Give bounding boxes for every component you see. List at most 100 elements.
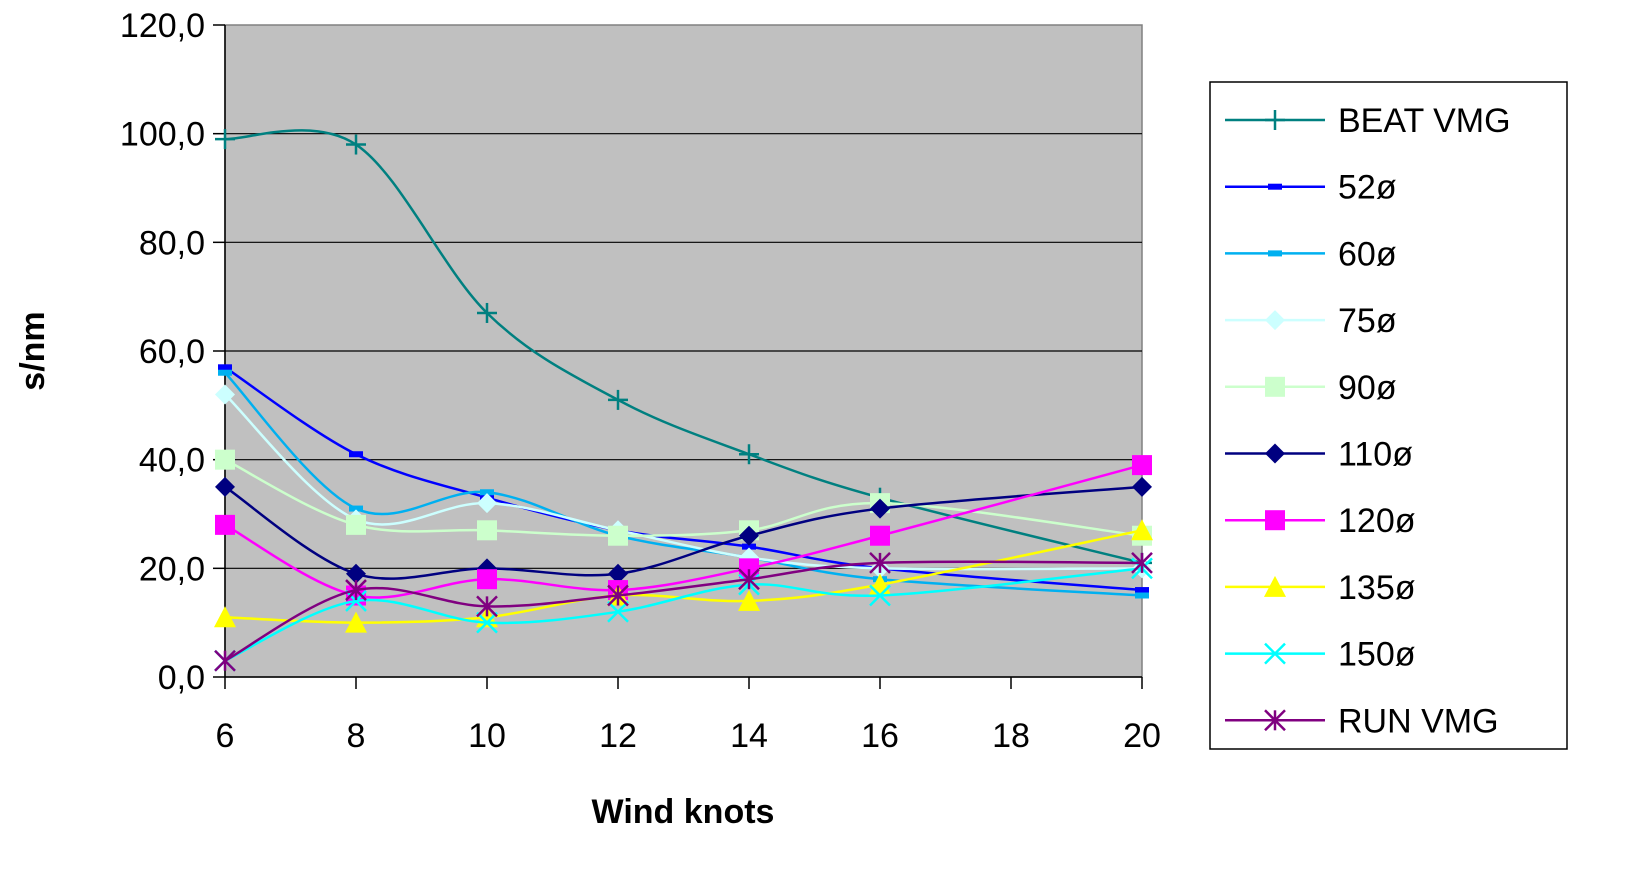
data-point [869, 584, 891, 607]
data-point [346, 563, 366, 584]
data-point [215, 514, 235, 535]
data-point [215, 476, 235, 497]
y-tick-label: 40,0 [139, 442, 205, 480]
legend-marker [1268, 250, 1282, 257]
data-point [1131, 519, 1153, 541]
x-axis: 6 8 10 12 14 16 18 20 [216, 676, 1161, 755]
legend-marker [1265, 510, 1285, 531]
data-point [477, 302, 497, 323]
y-axis: 0,0 20,0 40,0 60,0 80,0 100,0 120,0 [120, 7, 226, 697]
data-point [870, 525, 890, 546]
legend-marker [1265, 110, 1285, 130]
data-point [214, 606, 236, 628]
data-point [214, 649, 236, 672]
legend-marker [1264, 709, 1286, 732]
legend-label: 75ø [1338, 302, 1397, 340]
legend-marker [1265, 376, 1285, 397]
data-point [738, 589, 760, 611]
x-tick-label: 18 [992, 717, 1030, 755]
legend-marker [1265, 310, 1285, 331]
series-5 [215, 476, 1152, 584]
legend-item: 90ø [1225, 369, 1397, 407]
data-point [1132, 455, 1152, 476]
y-axis-title: s/nm [14, 311, 52, 390]
legend-item: 120ø [1225, 502, 1416, 540]
data-point [345, 590, 367, 612]
y-tick-label: 20,0 [139, 550, 205, 588]
legend-marker [1268, 183, 1282, 190]
legend-item: 52ø [1225, 169, 1397, 207]
x-tick-label: 14 [730, 717, 768, 755]
x-tick-label: 20 [1123, 717, 1161, 755]
data-point [477, 493, 497, 514]
data-point [345, 579, 367, 601]
y-tick-label: 120,0 [120, 7, 205, 45]
x-tick-label: 10 [468, 717, 506, 755]
legend-label: 52ø [1338, 169, 1397, 207]
series-9 [214, 552, 1153, 672]
data-point [346, 514, 366, 535]
legend-label: 110ø [1338, 436, 1413, 474]
data-point [480, 489, 494, 496]
data-point [218, 364, 232, 371]
legend-label: 135ø [1338, 569, 1416, 607]
data-point [870, 498, 890, 519]
data-point [739, 444, 759, 465]
x-tick-label: 12 [599, 717, 637, 755]
data-point [477, 520, 497, 541]
data-point [476, 611, 498, 634]
data-point [608, 563, 628, 584]
data-point [607, 584, 629, 607]
data-point [345, 611, 367, 633]
data-point [742, 543, 756, 550]
data-point [215, 129, 235, 150]
series-group [214, 129, 1153, 672]
data-point [608, 525, 628, 546]
legend-item: 110ø [1225, 436, 1413, 474]
data-point [608, 389, 628, 410]
y-tick-label: 0,0 [158, 659, 205, 697]
y-tick-label: 100,0 [120, 116, 205, 154]
y-tick-label: 60,0 [139, 333, 205, 371]
legend-item: BEAT VMG [1225, 102, 1511, 140]
legend-item: 60ø [1225, 235, 1397, 273]
legend-label: RUN VMG [1338, 702, 1499, 740]
x-tick-label: 16 [861, 717, 899, 755]
data-point [218, 369, 232, 376]
data-point [215, 384, 235, 405]
series-4 [215, 449, 1152, 546]
legend-item: 135ø [1225, 569, 1416, 607]
data-point [215, 449, 235, 470]
data-point [1132, 476, 1152, 497]
legend-item: RUN VMG [1225, 702, 1499, 740]
legend-item: 75ø [1225, 302, 1397, 340]
legend-label: 60ø [1338, 235, 1397, 273]
x-axis-title: Wind knots [592, 793, 775, 831]
legend-label: 120ø [1338, 502, 1416, 540]
legend-marker [1265, 443, 1285, 464]
y-tick-label: 80,0 [139, 224, 205, 262]
data-point [738, 568, 760, 591]
legend-marker [1264, 575, 1286, 597]
legend: BEAT VMG 52ø 60ø 75ø 90ø 110ø 120ø 135ø 150ø RUN … [1225, 102, 1511, 740]
data-point [346, 134, 366, 155]
data-point [476, 595, 498, 618]
data-point [1135, 587, 1149, 594]
legend-box [1209, 81, 1568, 750]
legend-marker [1264, 642, 1286, 665]
data-point [1131, 552, 1153, 574]
legend-label: 90ø [1338, 369, 1397, 407]
legend-label: BEAT VMG [1338, 102, 1511, 140]
legend-label: 150ø [1338, 636, 1416, 674]
data-point [349, 505, 363, 512]
data-point [739, 525, 759, 546]
data-point [477, 569, 497, 590]
legend-item: 150ø [1225, 636, 1416, 674]
x-tick-label: 6 [216, 717, 235, 755]
data-point [869, 552, 891, 574]
data-point [349, 451, 363, 458]
x-tick-label: 8 [347, 717, 366, 755]
data-point [607, 600, 629, 623]
data-point [1135, 592, 1149, 599]
